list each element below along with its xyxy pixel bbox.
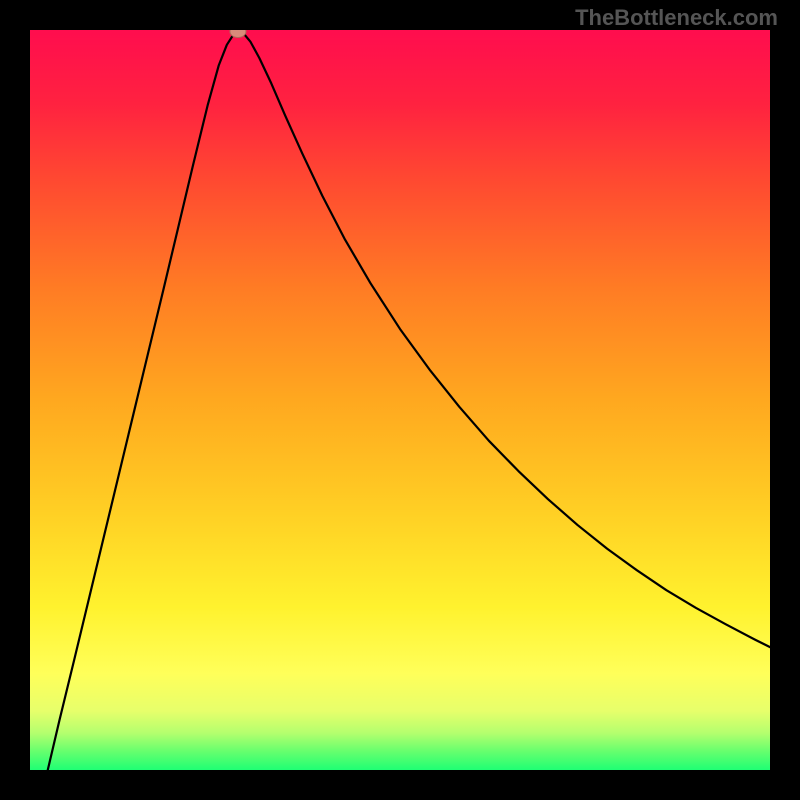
chart-frame: TheBottleneck.com	[0, 0, 800, 800]
watermark-text: TheBottleneck.com	[575, 5, 778, 31]
optimal-point-marker	[230, 30, 246, 37]
plot-area	[30, 30, 770, 770]
plot-svg	[30, 30, 770, 770]
plot-background	[30, 30, 770, 770]
